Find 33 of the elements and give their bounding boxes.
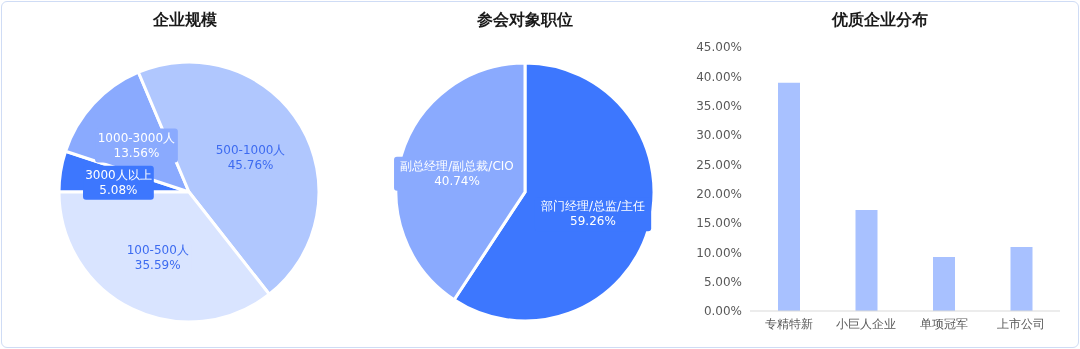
y-tick-label: 35.00%: [696, 98, 742, 113]
slice-label: 500-1000人: [215, 142, 286, 157]
y-tick-label: 20.00%: [696, 186, 742, 201]
chart-title: 参会对象职位: [476, 10, 574, 31]
slice-label: 部门经理/总监/主任: [540, 199, 646, 214]
chart-title: 企业规模: [152, 10, 218, 31]
data-label: 40.74%: [434, 173, 480, 188]
y-tick-label: 5.00%: [703, 274, 742, 289]
bar: [933, 257, 955, 311]
slice-label: 1000-3000人: [97, 130, 176, 145]
data-label: 45.76%: [227, 157, 274, 172]
y-tick-label: 10.00%: [696, 245, 742, 260]
slice-label: 副总经理/副总裁/CIO: [400, 158, 514, 173]
y-tick-label: 40.00%: [696, 69, 742, 84]
x-tick-label: 小巨人企业: [836, 316, 897, 331]
y-tick-label: 30.00%: [696, 128, 742, 143]
y-tick-label: 45.00%: [696, 40, 742, 55]
bar: [1010, 247, 1033, 311]
data-label: 13.56%: [113, 145, 160, 160]
y-tick-label: 25.00%: [696, 157, 742, 172]
data-label: 35.59%: [134, 258, 181, 273]
data-label: 59.26%: [570, 214, 616, 229]
slice-label: 3000人以上: [85, 167, 152, 182]
bar: [855, 210, 878, 311]
x-tick-label: 专精特新: [764, 316, 813, 331]
data-label: 5.08%: [99, 182, 138, 197]
chart-title: 优质企业分布: [830, 10, 929, 31]
y-tick-label: 15.00%: [696, 216, 742, 231]
bar: [778, 82, 800, 311]
x-tick-label: 上市公司: [997, 316, 1046, 331]
x-tick-label: 单项冠军: [919, 316, 968, 331]
slice-label: 100-500人: [126, 243, 189, 258]
y-tick-label: 0.00%: [703, 304, 742, 319]
